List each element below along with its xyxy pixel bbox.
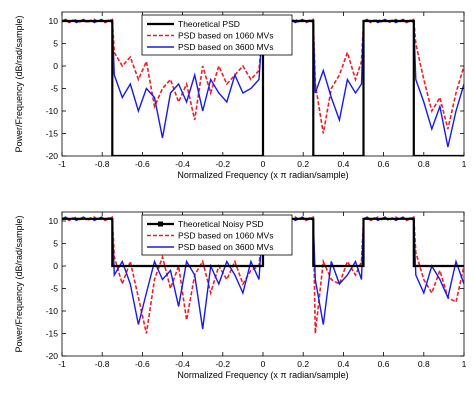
x-axis-label: Normalized Frequency (x π radian/sample)	[177, 170, 348, 180]
x-tick-label: 0	[261, 359, 266, 369]
legend-label-3: PSD based on 3600 MVs	[178, 42, 273, 52]
y-tick-label: -10	[46, 106, 59, 116]
y-tick-label: 5	[53, 39, 58, 49]
x-tick-label: -0.6	[135, 359, 150, 369]
x-tick-label: -1	[58, 359, 66, 369]
x-tick-label: 0.2	[297, 159, 309, 169]
ideal-line	[62, 19, 464, 156]
y-tick-label: 10	[49, 16, 59, 26]
y-tick-label: 0	[53, 61, 58, 71]
y-tick-label: -10	[46, 306, 59, 316]
x-tick-label: 0.6	[378, 359, 390, 369]
x-tick-label: 0.4	[337, 359, 349, 369]
x-tick-label: -0.8	[95, 359, 110, 369]
x-tick-label: 1	[462, 359, 467, 369]
legend: Theoretical PSD PSD based on 1060 MVsPSD …	[141, 14, 293, 56]
legend-label-2: PSD based on 1060 MVs	[178, 231, 273, 241]
x-tick-label: 0.8	[418, 159, 430, 169]
x-tick-label: 0.2	[297, 359, 309, 369]
plot-2: -1 -0.8 -0.6 -0.4 -0.2 0 0.2 0.4 0.6 0.8 1 -20 -15 -1…	[14, 211, 467, 380]
x-tick-label: 0.6	[378, 159, 390, 169]
legend-label-2: PSD based on 1060 MVs	[178, 31, 273, 41]
x-tick-label: -0.2	[215, 159, 230, 169]
y-tick-label: -15	[46, 329, 59, 339]
ideal-line	[62, 217, 464, 268]
x-tick-label: 0.4	[337, 159, 349, 169]
x-tick-label: 1	[462, 159, 467, 169]
legend-label-3: PSD based on 3600 MVs	[178, 242, 273, 252]
legend-label-1: Theoretical PSD	[178, 19, 240, 29]
y-tick-label: -15	[46, 129, 59, 139]
y-tick-label: -20	[46, 351, 59, 361]
y-tick-label: 0	[53, 261, 58, 271]
x-tick-label: -1	[58, 159, 66, 169]
x-tick-label: 0.8	[418, 359, 430, 369]
plot-1: -1 -0.8 -0.6 -0.4 -0.2 0 0.2 0.4 0.6 0.8 1 -20 -15 -1…	[14, 11, 467, 180]
x-tick-label: 0	[261, 159, 266, 169]
y-axis-label: Power/Frequency (dB/rad/sample)	[14, 215, 24, 352]
x-tick-label: -0.2	[215, 359, 230, 369]
y-tick-label: -5	[50, 284, 58, 294]
y-tick-label: 10	[49, 216, 59, 226]
y-axis-label: Power/Frequency (dB/rad/sample)	[14, 15, 24, 152]
x-tick-label: -0.6	[135, 159, 150, 169]
x-tick-label: -0.8	[95, 159, 110, 169]
legend-label-1: Theoretical Noisy PSD	[178, 219, 264, 229]
legend: Theoretical Noisy PSD PSD based on 1060 M…	[141, 214, 293, 256]
y-tick-label: 5	[53, 239, 58, 249]
y-tick-label: -5	[50, 84, 58, 94]
legend-marker	[158, 221, 163, 227]
x-tick-label: -0.4	[175, 359, 190, 369]
x-axis-label: Normalized Frequency (x π radian/sample)	[177, 370, 348, 380]
x-tick-label: -0.4	[175, 159, 190, 169]
y-tick-label: -20	[46, 151, 59, 161]
